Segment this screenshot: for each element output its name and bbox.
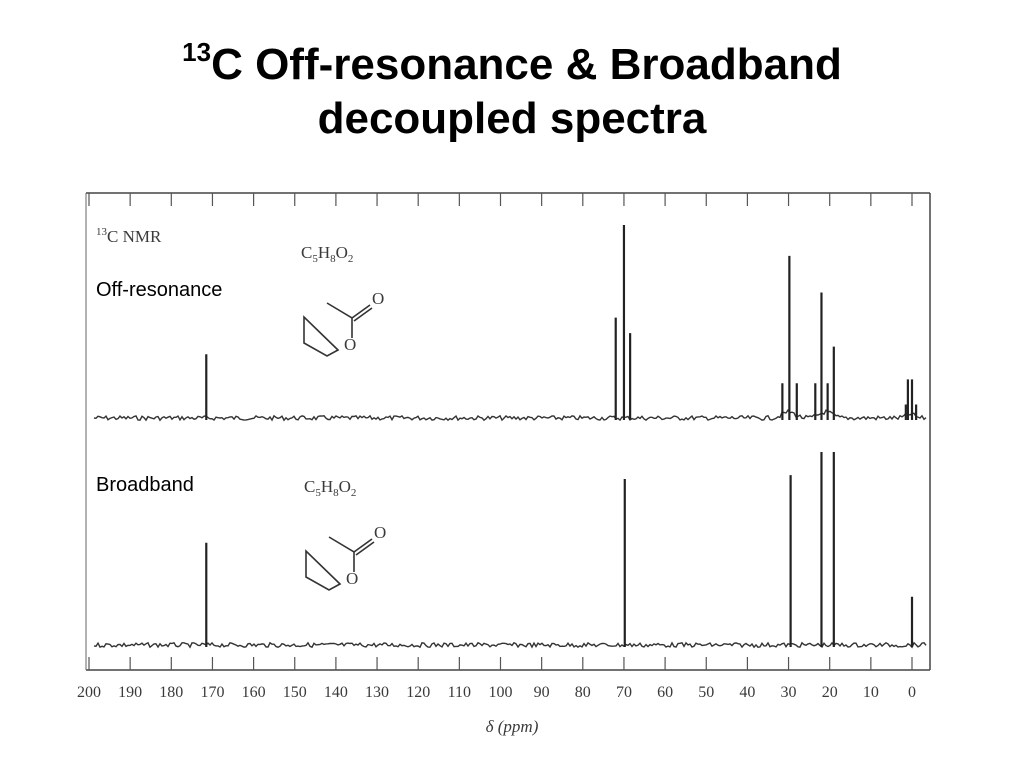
tick-label-30: 30	[781, 684, 797, 701]
bottom-axis-ticks	[88, 657, 913, 670]
x-axis-label: δ (ppm)	[486, 717, 539, 736]
tick-label-80: 80	[575, 684, 591, 701]
tick-label-140: 140	[324, 684, 348, 701]
tick-label-40: 40	[739, 684, 755, 701]
formula-top: C5H8O2	[301, 243, 353, 265]
slide-title: 13C Off-resonance & Broadband decoupled …	[0, 38, 1024, 146]
lactone-structure-bottom	[305, 536, 375, 591]
x-axis-tick-labels: 200 190 180 170 160 150 140 130 120 110 100 90 80 70 6…	[77, 684, 916, 701]
tick-label-70: 70	[616, 684, 632, 701]
tick-label-100: 100	[489, 684, 513, 701]
formula-bottom: C5H8O2	[304, 477, 356, 499]
carbonyl-o-bottom: O	[374, 523, 386, 542]
off-resonance-label: Off-resonance	[96, 279, 222, 301]
tick-label-90: 90	[534, 684, 550, 701]
tick-label-170: 170	[200, 684, 224, 701]
tick-label-20: 20	[822, 684, 838, 701]
title-line-2: decoupled spectra	[317, 94, 707, 143]
title-superscript: 13	[182, 37, 212, 67]
tick-label-120: 120	[406, 684, 430, 701]
tick-label-190: 190	[118, 684, 142, 701]
ring-o-bottom: O	[346, 569, 358, 588]
broadband-spectrum	[93, 452, 927, 649]
baseline-broadband	[93, 641, 927, 649]
off-resonance-spectrum	[93, 225, 927, 422]
nmr-label: 13C NMR	[96, 226, 162, 246]
tick-label-110: 110	[448, 684, 471, 701]
tick-label-200: 200	[77, 684, 101, 701]
tick-label-130: 130	[365, 684, 389, 701]
tick-label-50: 50	[698, 684, 714, 701]
tick-label-160: 160	[242, 684, 266, 701]
top-axis-ticks	[88, 193, 913, 206]
tick-label-0: 0	[908, 684, 916, 701]
title-line-1-text: C Off-resonance & Broadband	[211, 40, 842, 89]
ring-o-top: O	[344, 335, 356, 354]
broadband-label: Broadband	[96, 474, 194, 496]
lactone-structure-top	[303, 302, 373, 357]
baseline-off-resonance	[93, 408, 927, 422]
carbonyl-o-top: O	[372, 289, 384, 308]
tick-label-60: 60	[657, 684, 673, 701]
tick-label-180: 180	[159, 684, 183, 701]
tick-label-150: 150	[283, 684, 307, 701]
tick-label-10: 10	[863, 684, 879, 701]
title-line-1: 13C Off-resonance & Broadband	[0, 38, 1024, 92]
